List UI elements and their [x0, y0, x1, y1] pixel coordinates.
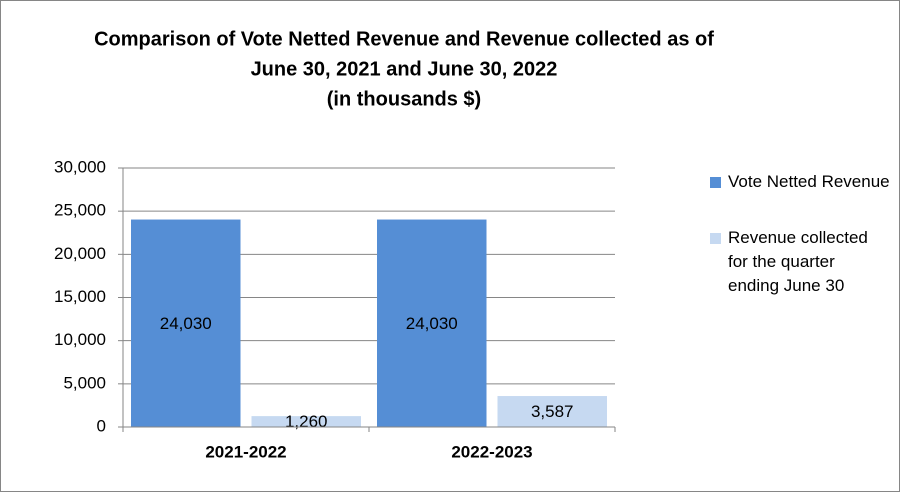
legend-item: Revenue collected for the quarter ending…	[710, 226, 890, 298]
bar	[497, 396, 607, 427]
bar	[251, 416, 361, 427]
y-tick-label: 5,000	[63, 373, 106, 392]
legend-label: Vote Netted Revenue	[728, 172, 890, 191]
chart-title: (in thousands $)	[327, 88, 481, 110]
legend-item: Vote Netted Revenue	[710, 170, 890, 194]
y-tick-label: 10,000	[54, 330, 106, 349]
legend-swatch	[710, 177, 721, 188]
bar	[377, 219, 487, 427]
legend-label: Revenue collected for the quarter ending…	[728, 228, 868, 295]
value-label: 1,260	[285, 412, 328, 431]
y-tick-label: 15,000	[54, 287, 106, 306]
legend: Vote Netted Revenue Revenue collected for…	[710, 170, 890, 330]
x-tick-label: 2021-2022	[205, 442, 286, 461]
y-tick-label: 30,000	[54, 157, 106, 176]
x-tick-label: 2022-2023	[451, 442, 532, 461]
value-label: 24,030	[406, 314, 458, 333]
y-tick-label: 25,000	[54, 201, 106, 220]
y-tick-label: 20,000	[54, 244, 106, 263]
value-label: 3,587	[531, 402, 574, 421]
chart-title: Comparison of Vote Netted Revenue and Re…	[94, 28, 714, 50]
legend-swatch	[710, 233, 721, 244]
bar	[131, 219, 241, 427]
chart-title: June 30, 2021 and June 30, 2022	[251, 58, 558, 80]
value-label: 24,030	[160, 314, 212, 333]
y-tick-label: 0	[97, 416, 106, 435]
